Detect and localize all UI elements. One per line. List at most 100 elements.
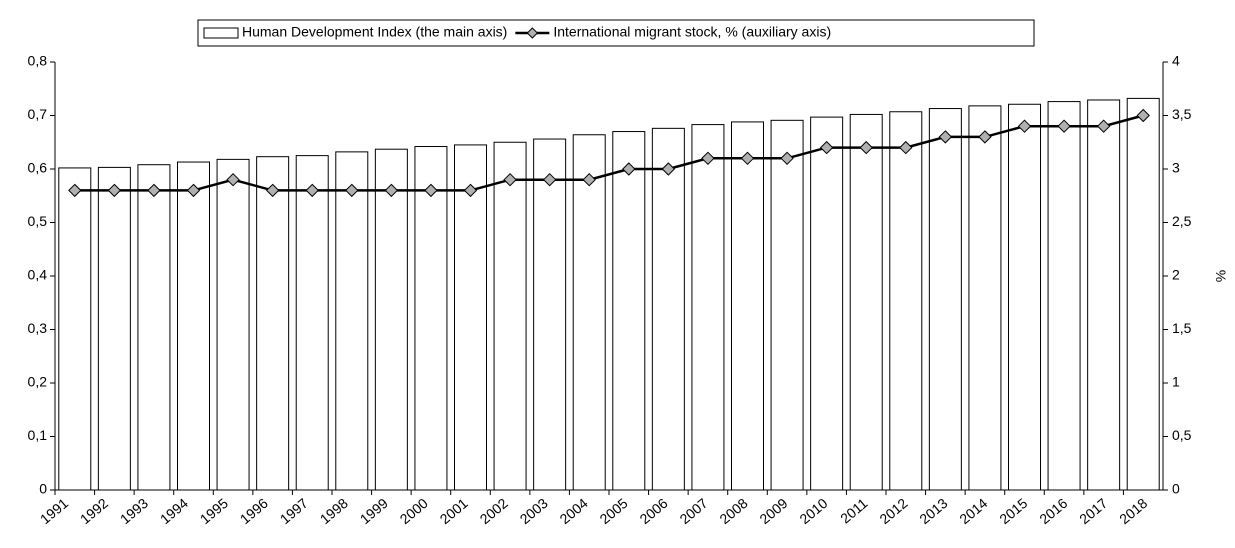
legend-marker xyxy=(526,27,539,39)
bar xyxy=(731,121,764,491)
y2-tick-label: 4 xyxy=(1172,53,1180,69)
x-tick-label: 2010 xyxy=(796,495,830,527)
bar xyxy=(256,156,290,491)
marker xyxy=(107,183,122,198)
bar xyxy=(889,111,923,491)
bar xyxy=(295,155,329,491)
x-tick-label: 2004 xyxy=(557,495,591,527)
x-tick-label: 2009 xyxy=(756,495,790,527)
x-tick-label: 1996 xyxy=(237,495,271,527)
x-tick-label: 2014 xyxy=(956,495,990,527)
y2-tick-label: 0,5 xyxy=(1172,427,1192,443)
bar xyxy=(216,158,250,491)
marker xyxy=(345,183,359,198)
bar xyxy=(770,119,804,491)
x-tick-label: 1994 xyxy=(157,495,191,527)
x-tick-label: 2002 xyxy=(477,495,511,527)
y-tick-label: 0,6 xyxy=(28,160,48,176)
x-tick-label: 2000 xyxy=(397,495,431,527)
marker xyxy=(503,172,517,187)
y2-tick-label: 3 xyxy=(1172,160,1180,176)
x-tick-label: 1998 xyxy=(317,495,351,527)
marker xyxy=(819,140,834,155)
bar xyxy=(374,148,408,491)
marker xyxy=(1057,119,1071,133)
line xyxy=(74,114,1144,192)
marker xyxy=(622,162,636,176)
bar xyxy=(533,138,567,491)
marker xyxy=(701,151,715,166)
legend-label: International migrant stock, % (auxiliar… xyxy=(553,24,831,40)
y-tick-label: 0,1 xyxy=(28,427,48,443)
bar xyxy=(97,166,131,491)
y-tick-label: 0,2 xyxy=(28,374,48,390)
bar xyxy=(454,144,487,491)
y2-tick-label: 1 xyxy=(1172,374,1180,390)
marker xyxy=(1017,119,1032,133)
bar xyxy=(58,167,92,491)
x-tick-label: 2011 xyxy=(837,495,871,527)
x-tick-label: 2006 xyxy=(637,495,671,527)
y2-tick-label: 2 xyxy=(1172,267,1180,283)
y2-tick-label: 3,5 xyxy=(1172,106,1192,122)
marker xyxy=(1096,119,1111,133)
marker xyxy=(1136,108,1150,123)
marker xyxy=(186,183,201,198)
bar xyxy=(137,164,171,491)
x-tick-label: 2005 xyxy=(597,495,631,527)
bar xyxy=(1087,99,1121,491)
y2-tick-label: 1,5 xyxy=(1172,320,1192,336)
y2-axis-label: % xyxy=(1213,270,1229,282)
marker xyxy=(424,183,438,198)
marker xyxy=(780,151,794,166)
bar xyxy=(810,116,844,491)
y-tick-label: 0,3 xyxy=(28,320,48,336)
marker xyxy=(226,172,240,187)
x-tick-label: 2013 xyxy=(916,495,950,527)
x-tick-label: 1999 xyxy=(357,495,391,527)
marker xyxy=(305,183,319,198)
marker xyxy=(582,172,596,187)
legend-swatch xyxy=(203,27,239,39)
marker xyxy=(978,130,992,144)
bar xyxy=(691,124,725,491)
bar xyxy=(849,113,883,491)
marker xyxy=(463,183,478,198)
legend-box xyxy=(197,19,1035,47)
x-tick-label: 1995 xyxy=(197,495,231,527)
x-tick-label: 2017 xyxy=(1076,495,1110,527)
bar xyxy=(335,151,369,491)
bar xyxy=(1047,101,1081,491)
y-tick-label: 0,7 xyxy=(28,106,48,122)
marker xyxy=(938,130,953,144)
marker xyxy=(265,183,280,198)
marker xyxy=(661,162,676,176)
x-tick-label: 2003 xyxy=(517,495,551,527)
x-tick-label: 1993 xyxy=(117,495,151,527)
bar xyxy=(1008,103,1041,491)
x-tick-label: 2008 xyxy=(716,495,750,527)
x-tick-label: 2018 xyxy=(1116,495,1150,527)
x-tick-label: 1991 xyxy=(37,495,71,527)
marker xyxy=(147,183,161,198)
x-tick-label: 2015 xyxy=(996,495,1030,527)
y2-tick-label: 0 xyxy=(1172,481,1180,497)
x-tick-label: 2007 xyxy=(676,495,710,527)
marker xyxy=(542,172,557,187)
y-tick-label: 0 xyxy=(39,481,47,497)
legend-label: Human Development Index (the main axis) xyxy=(242,24,507,40)
x-tick-label: 2016 xyxy=(1036,495,1070,527)
y-tick-label: 0,5 xyxy=(28,213,48,229)
bar xyxy=(414,146,448,491)
bar xyxy=(572,134,606,491)
marker xyxy=(384,183,399,198)
x-tick-label: 2012 xyxy=(876,495,910,527)
y-tick-label: 0,4 xyxy=(28,267,48,283)
marker xyxy=(859,140,873,155)
bar xyxy=(928,108,962,491)
y2-tick-label: 2,5 xyxy=(1172,213,1192,229)
x-tick-label: 1992 xyxy=(77,495,111,527)
x-tick-label: 2001 xyxy=(437,495,471,527)
bar xyxy=(1126,97,1160,491)
bar xyxy=(651,127,685,491)
